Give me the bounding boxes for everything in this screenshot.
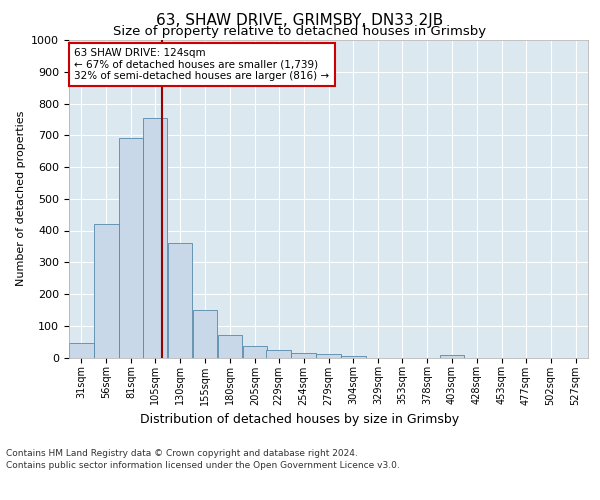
Text: Contains HM Land Registry data © Crown copyright and database right 2024.: Contains HM Land Registry data © Crown c… — [6, 448, 358, 458]
Text: 63, SHAW DRIVE, GRIMSBY, DN33 2JB: 63, SHAW DRIVE, GRIMSBY, DN33 2JB — [157, 12, 443, 28]
Bar — [218, 336, 242, 357]
Text: 63 SHAW DRIVE: 124sqm
← 67% of detached houses are smaller (1,739)
32% of semi-d: 63 SHAW DRIVE: 124sqm ← 67% of detached … — [74, 48, 329, 81]
Text: Contains public sector information licensed under the Open Government Licence v3: Contains public sector information licen… — [6, 461, 400, 470]
Bar — [316, 354, 341, 358]
Y-axis label: Number of detached properties: Number of detached properties — [16, 111, 26, 286]
Bar — [119, 138, 143, 358]
Text: Distribution of detached houses by size in Grimsby: Distribution of detached houses by size … — [140, 412, 460, 426]
Bar — [341, 356, 365, 358]
Text: Size of property relative to detached houses in Grimsby: Size of property relative to detached ho… — [113, 25, 487, 38]
Bar — [292, 352, 316, 358]
Bar — [69, 343, 94, 357]
Bar — [193, 310, 217, 358]
Bar — [168, 243, 192, 358]
Bar — [94, 224, 119, 358]
Bar — [440, 355, 464, 358]
Bar — [143, 118, 167, 358]
Bar — [266, 350, 291, 358]
Bar — [242, 346, 267, 358]
